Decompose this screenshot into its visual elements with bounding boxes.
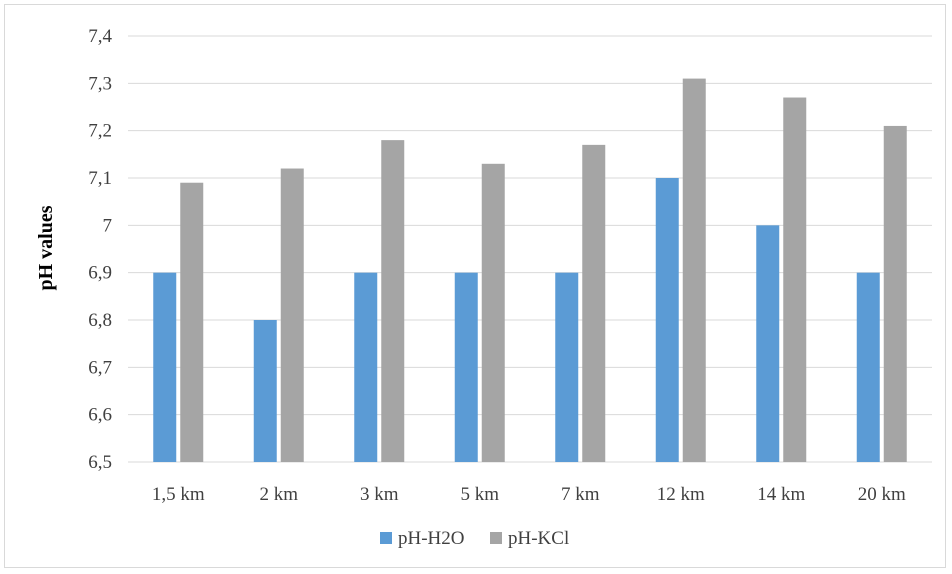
y-tick-label: 6,5 bbox=[88, 452, 112, 473]
bars bbox=[153, 78, 907, 463]
y-tick-label: 7,2 bbox=[88, 121, 112, 142]
bar-ph-kcl-5 bbox=[682, 78, 706, 462]
bar-ph-h2o-1 bbox=[253, 320, 277, 462]
x-axis-ticks: 1,5 km 2 km 3 km 5 km 7 km 12 km 14 km 20 km bbox=[152, 484, 906, 505]
bar-ph-h2o-6 bbox=[756, 225, 780, 462]
y-tick-label: 7 bbox=[103, 215, 113, 236]
x-tick-label: 3 km bbox=[360, 484, 399, 505]
x-tick-label: 14 km bbox=[757, 484, 805, 505]
x-tick-label: 1,5 km bbox=[152, 484, 205, 505]
gridlines bbox=[128, 35, 932, 463]
bar-ph-h2o-2 bbox=[354, 272, 378, 462]
bar-ph-kcl-7 bbox=[883, 125, 907, 462]
y-axis-label: pH values bbox=[35, 205, 57, 290]
bar-ph-kcl-6 bbox=[783, 97, 807, 463]
legend-label-ph-kcl: pH-KCl bbox=[508, 528, 569, 549]
y-tick-label: 6,7 bbox=[88, 357, 112, 378]
x-tick-label: 5 km bbox=[460, 484, 499, 505]
legend-label-ph-h2o: pH-H2O bbox=[398, 528, 465, 549]
bar-ph-kcl-4 bbox=[582, 144, 606, 462]
y-axis-ticks: 6,5 6,6 6,7 6,8 6,9 7 7,1 7,2 7,3 7,4 bbox=[88, 26, 112, 473]
legend-swatch-ph-kcl bbox=[490, 532, 502, 544]
bar-ph-h2o-5 bbox=[655, 178, 679, 462]
x-tick-label: 12 km bbox=[657, 484, 705, 505]
bar-ph-h2o-7 bbox=[856, 272, 880, 462]
y-tick-label: 6,8 bbox=[88, 310, 112, 331]
y-tick-label: 7,4 bbox=[88, 26, 112, 47]
x-tick-label: 20 km bbox=[858, 484, 906, 505]
y-tick-label: 6,6 bbox=[88, 405, 112, 426]
legend: pH-H2O pH-KCl bbox=[380, 528, 569, 549]
bar-ph-kcl-2 bbox=[381, 140, 405, 462]
bar-ph-kcl-0 bbox=[180, 182, 204, 462]
legend-swatch-ph-h2o bbox=[380, 532, 392, 544]
y-tick-label: 7,1 bbox=[88, 168, 112, 189]
bar-ph-h2o-3 bbox=[454, 272, 478, 462]
x-tick-label: 2 km bbox=[259, 484, 298, 505]
bar-ph-kcl-3 bbox=[481, 163, 505, 463]
y-tick-label: 7,3 bbox=[88, 73, 112, 94]
y-tick-label: 6,9 bbox=[88, 263, 112, 284]
bar-ph-kcl-1 bbox=[280, 168, 304, 463]
bar-ph-h2o-4 bbox=[555, 272, 579, 462]
x-tick-label: 7 km bbox=[561, 484, 600, 505]
bar-ph-h2o-0 bbox=[153, 272, 177, 462]
